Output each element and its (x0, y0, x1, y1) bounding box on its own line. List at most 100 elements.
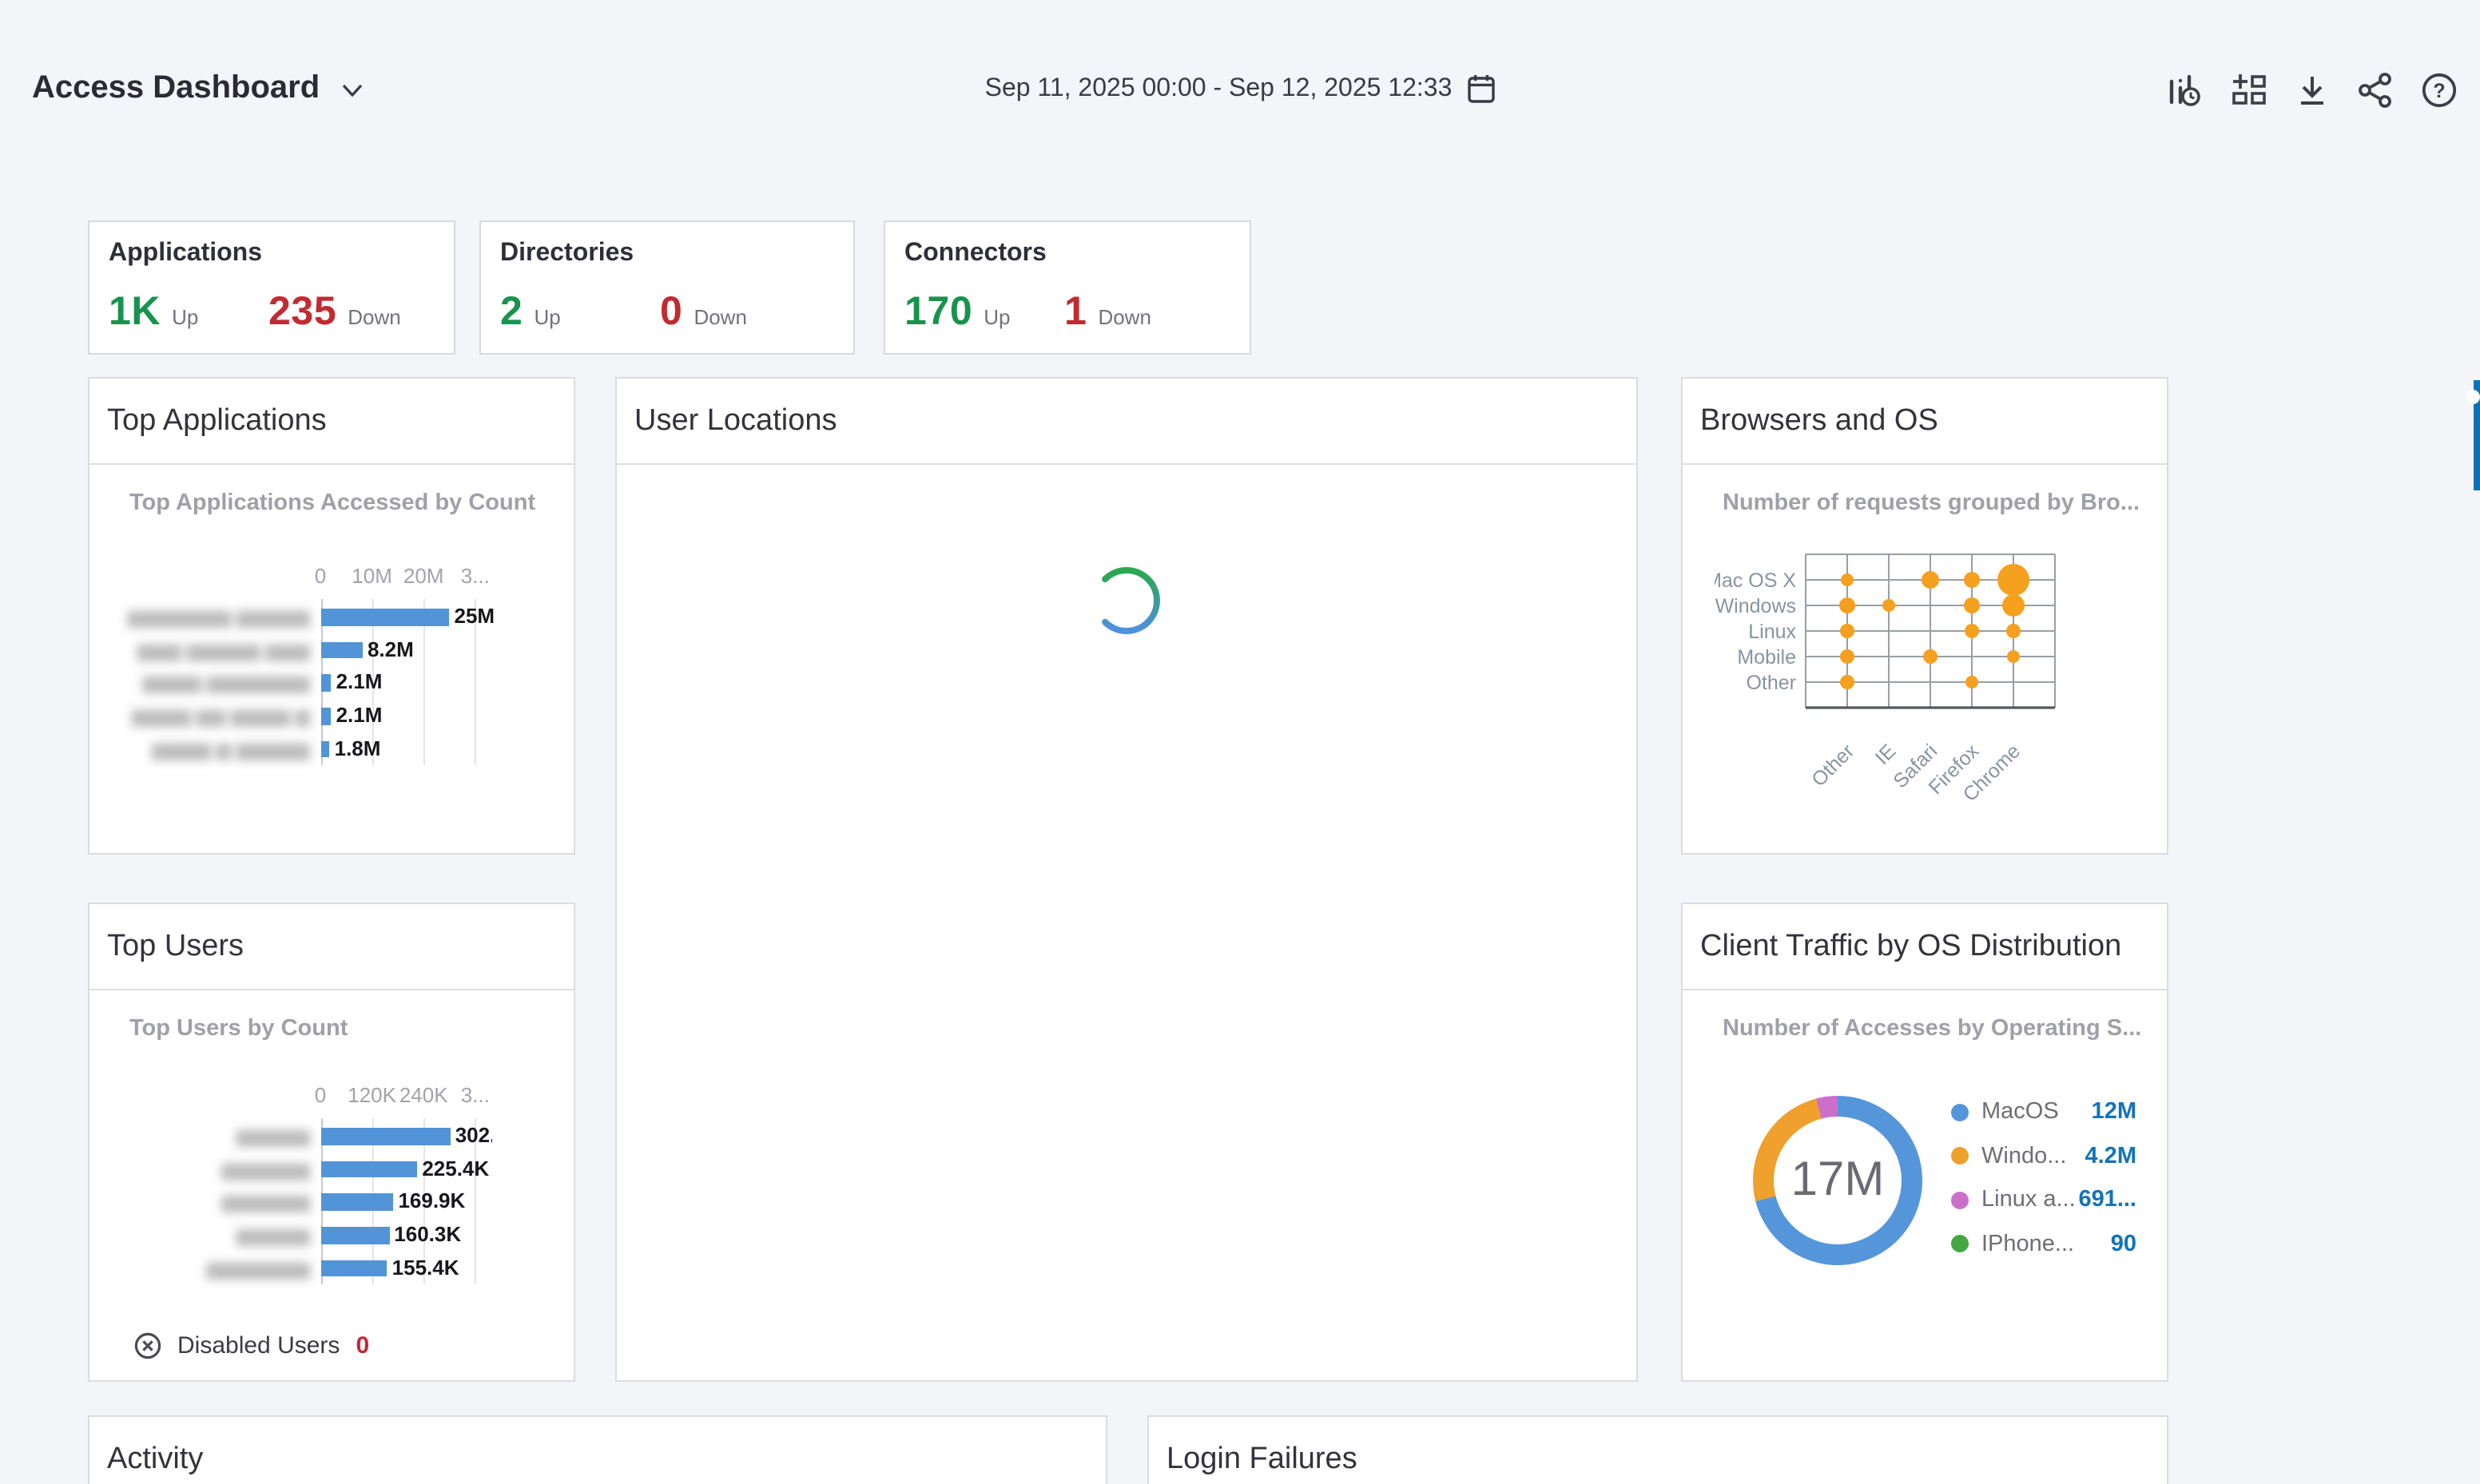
panel-browsers-os: Browsers and OS Number of requests group… (1681, 377, 2168, 855)
bar-value-label: 302.3K (455, 1123, 492, 1147)
chevron-down-icon[interactable] (342, 83, 363, 97)
panel-title: Client Traffic by OS Distribution (1683, 904, 2167, 990)
legend-swatch (1951, 1235, 1969, 1252)
legend-value: 90 (2110, 1231, 2136, 1256)
y-axis-label: Windows (1715, 595, 1796, 617)
card-applications: Applications 1K Up 235 Down (88, 220, 455, 355)
panel-title: Top Users (89, 904, 574, 990)
gridline (475, 599, 477, 765)
down-label: Down (1098, 305, 1151, 329)
gridline (423, 1118, 426, 1284)
calendar-icon (1467, 75, 1495, 103)
panel-client-traffic: Client Traffic by OS Distribution Number… (1681, 903, 2168, 1382)
bar-value-label: 1.8M (334, 736, 381, 760)
bar (320, 740, 330, 758)
connectors-down-value: 1 (1064, 289, 1087, 334)
bar-value-label: 2.1M (336, 669, 383, 694)
scrollbar-notch (2466, 390, 2480, 404)
bar (320, 1260, 388, 1277)
legend-swatch (1951, 1191, 1969, 1208)
bar-category-label-masked: ▆▆▆▆▆▆ (221, 1157, 310, 1180)
legend-label: IPhone... (1981, 1231, 2075, 1256)
bar-category-label-masked: ▆▆▆▆ ▆▆ ▆▆▆▆ ▆ (131, 704, 310, 728)
help-icon[interactable]: ? (2421, 72, 2458, 109)
applications-up-value: 1K (109, 289, 161, 334)
donut-center-label: 17M (1790, 1153, 1885, 1206)
x-axis-tick: 120K (348, 1083, 396, 1107)
card-directories: Directories 2 Up 0 Down (479, 220, 855, 355)
x-axis-tick: 10M (352, 564, 392, 588)
bar (320, 1227, 390, 1244)
up-label: Up (984, 305, 1011, 329)
bubble (2002, 594, 2025, 617)
top-applications-bar-chart: 0 10M 20M 3... 25M ▆▆▆▆▆▆▆ ▆▆▆▆▆ 8.2M ▆▆▆ ▆▆▆▆▆… (89, 557, 521, 821)
legend-label: Windo... (1981, 1143, 2067, 1169)
bubble (1840, 649, 1854, 664)
panel-top-applications: Top Applications Top Applications Access… (88, 377, 575, 855)
legend-item[interactable]: MacOS 12M (1951, 1099, 2136, 1125)
bar (320, 1128, 451, 1145)
bubble (2007, 650, 2020, 663)
panel-user-locations: User Locations (615, 377, 1638, 1382)
bubble (1882, 599, 1895, 612)
bubble (1964, 572, 1980, 588)
share-icon[interactable] (2357, 72, 2394, 109)
bubble (1839, 597, 1855, 613)
x-axis-tick: 240K (399, 1083, 448, 1107)
legend-value: 4.2M (2085, 1143, 2137, 1169)
legend-value: 691... (2078, 1187, 2136, 1212)
scrollbar-thumb[interactable] (2474, 380, 2480, 490)
applications-down-value: 235 (268, 289, 337, 334)
legend-label: Linux a... (1981, 1187, 2076, 1212)
y-axis-label: Linux (1748, 621, 1796, 643)
down-label: Down (694, 305, 747, 329)
x-axis-label: IE (1871, 740, 1901, 769)
gridline (475, 1118, 477, 1284)
y-axis-label: Mobile (1737, 646, 1796, 669)
download-icon[interactable] (2295, 72, 2330, 109)
bar-value-label: 225.4K (422, 1156, 490, 1180)
date-range-picker[interactable]: Sep 11, 2025 00:00 - Sep 12, 2025 12:33 (0, 73, 2480, 104)
bar-category-label-masked: ▆▆▆▆▆▆▆ (206, 1256, 310, 1280)
card-title: Applications (109, 240, 263, 267)
connectors-up-value: 170 (904, 289, 973, 334)
legend-item[interactable]: Windo... 4.2M (1951, 1143, 2136, 1169)
panel-top-users: Top Users Top Users by Count 0 120K 240K 3.… (88, 903, 575, 1382)
disabled-users-link[interactable]: Disabled Users 0 (134, 1332, 369, 1359)
bubble (1840, 624, 1854, 638)
bubble (1964, 597, 1980, 613)
disabled-user-icon (134, 1332, 161, 1359)
date-range-text: Sep 11, 2025 00:00 - Sep 12, 2025 12:33 (984, 74, 1453, 101)
x-axis-tick: 0 (314, 1083, 327, 1107)
bar-category-label-masked: ▆▆▆ ▆▆▆▆▆ ▆▆▆ (137, 638, 310, 661)
disabled-users-label: Disabled Users (177, 1332, 340, 1359)
legend-item[interactable]: IPhone... 90 (1951, 1231, 2136, 1256)
bubble (1965, 676, 1978, 688)
page-title[interactable]: Access Dashboard (32, 70, 320, 105)
up-label: Up (534, 305, 561, 329)
chart-history-icon[interactable] (2167, 72, 2204, 109)
gridline (423, 599, 426, 765)
bubble (1840, 675, 1854, 689)
chart-subtitle: Number of Accesses by Operating S... (1723, 1016, 2142, 1042)
chart-subtitle: Number of requests grouped by Bro... (1723, 490, 2140, 516)
bar (320, 1193, 394, 1211)
add-widget-icon[interactable] (2231, 72, 2267, 109)
bar (320, 609, 450, 625)
panel-title: Login Failures (1149, 1417, 2167, 1484)
x-axis-tick: 20M (403, 564, 444, 588)
disabled-users-value: 0 (356, 1332, 370, 1359)
bar-category-label-masked: ▆▆▆▆ ▆▆▆▆▆▆▆ (142, 671, 310, 694)
panel-title: Browsers and OS (1683, 379, 2167, 465)
bar (320, 641, 363, 659)
bar-value-label: 25M (454, 604, 495, 628)
header-actions: ? (2167, 72, 2458, 109)
legend-item[interactable]: Linux a... 691... (1951, 1187, 2136, 1212)
y-axis-label: Other (1746, 672, 1796, 694)
bubble (1997, 564, 2029, 596)
down-label: Down (348, 305, 401, 329)
bubble (1922, 571, 1939, 589)
x-axis-tick: 0 (314, 564, 327, 588)
bar-value-label: 155.4K (391, 1255, 459, 1280)
